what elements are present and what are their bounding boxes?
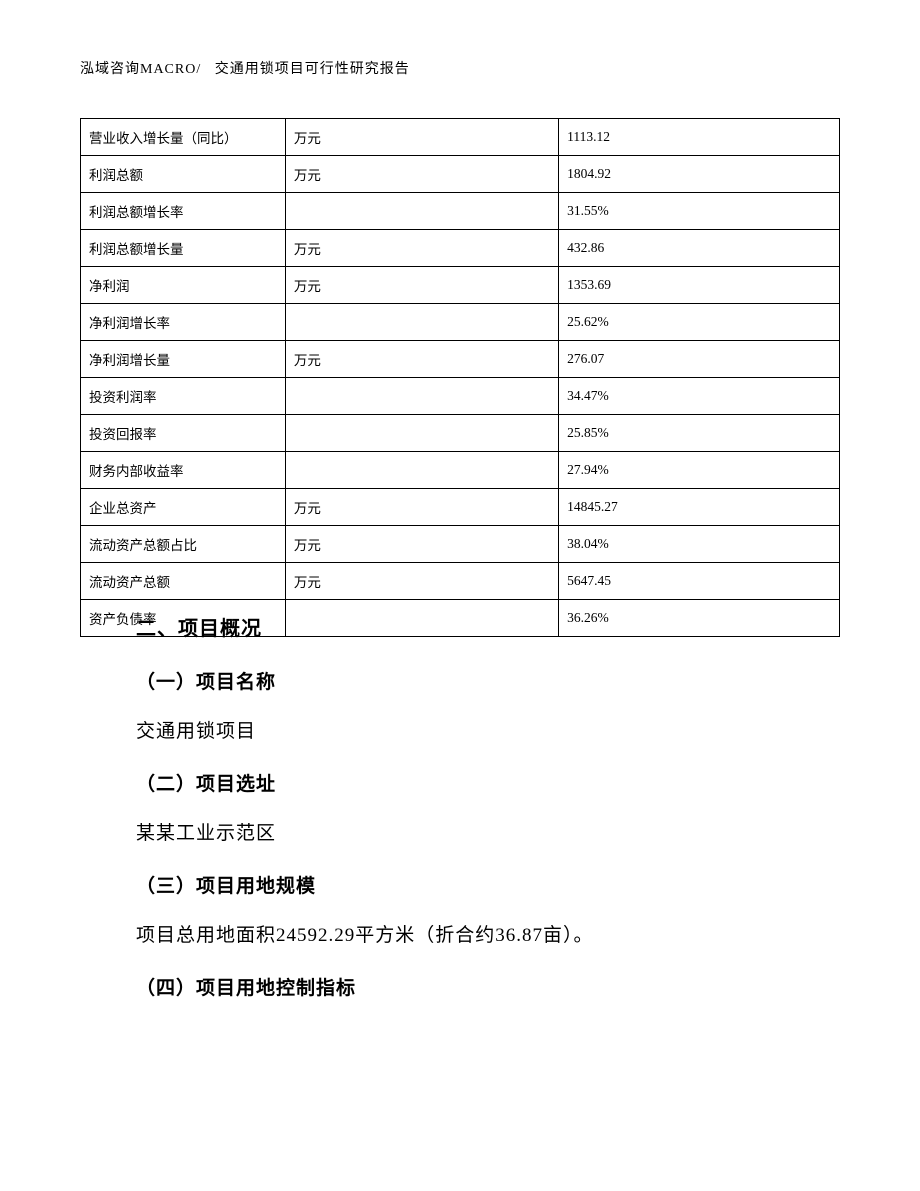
section-2-heading: 二、项目概况 (136, 612, 816, 641)
header-right: 交通用锁项目可行性研究报告 (215, 62, 410, 77)
metric-unit: 万元 (285, 156, 558, 193)
metric-label: 营业收入增长量（同比） (81, 119, 286, 156)
table-row: 利润总额增长量万元432.86 (81, 230, 840, 267)
metric-value: 432.86 (559, 230, 840, 267)
metric-value: 25.62% (559, 304, 840, 341)
subsection-2-heading: （二）项目选址 (136, 769, 816, 796)
table-row: 投资利润率 34.47% (81, 378, 840, 415)
metric-label: 净利润增长量 (81, 341, 286, 378)
table-row: 净利润增长率 25.62% (81, 304, 840, 341)
metric-label: 企业总资产 (81, 489, 286, 526)
metric-value: 27.94% (559, 452, 840, 489)
financial-table: 营业收入增长量（同比）万元1113.12利润总额万元1804.92利润总额增长率… (80, 118, 840, 637)
table-row: 净利润增长量万元276.07 (81, 341, 840, 378)
metric-value: 276.07 (559, 341, 840, 378)
table-row: 利润总额增长率 31.55% (81, 193, 840, 230)
metric-label: 利润总额增长率 (81, 193, 286, 230)
metric-unit (285, 304, 558, 341)
table-row: 净利润万元1353.69 (81, 267, 840, 304)
header-left: 泓域咨询MACRO/ (80, 62, 201, 77)
metric-label: 利润总额 (81, 156, 286, 193)
subsection-3-heading: （三）项目用地规模 (136, 871, 816, 898)
metric-label: 财务内部收益率 (81, 452, 286, 489)
metric-value: 38.04% (559, 526, 840, 563)
table-row: 利润总额万元1804.92 (81, 156, 840, 193)
metric-label: 投资回报率 (81, 415, 286, 452)
metric-label: 流动资产总额占比 (81, 526, 286, 563)
metric-unit: 万元 (285, 230, 558, 267)
table-row: 营业收入增长量（同比）万元1113.12 (81, 119, 840, 156)
metric-value: 1804.92 (559, 156, 840, 193)
page-header: 泓域咨询MACRO/ 交通用锁项目可行性研究报告 (80, 58, 410, 78)
metric-unit (285, 378, 558, 415)
metric-unit: 万元 (285, 563, 558, 600)
table-row: 财务内部收益率 27.94% (81, 452, 840, 489)
metric-unit: 万元 (285, 267, 558, 304)
metric-value: 1113.12 (559, 119, 840, 156)
table-row: 流动资产总额占比万元38.04% (81, 526, 840, 563)
table-row: 投资回报率 25.85% (81, 415, 840, 452)
subsection-4-heading: （四）项目用地控制指标 (136, 973, 816, 1000)
subsection-1-heading: （一）项目名称 (136, 667, 816, 694)
table-row: 企业总资产万元14845.27 (81, 489, 840, 526)
metric-value: 14845.27 (559, 489, 840, 526)
metric-unit (285, 415, 558, 452)
metric-unit: 万元 (285, 119, 558, 156)
metric-unit: 万元 (285, 526, 558, 563)
metric-label: 净利润增长率 (81, 304, 286, 341)
metric-label: 净利润 (81, 267, 286, 304)
metric-value: 25.85% (559, 415, 840, 452)
metric-value: 34.47% (559, 378, 840, 415)
metric-unit (285, 193, 558, 230)
metric-value: 1353.69 (559, 267, 840, 304)
metric-unit (285, 452, 558, 489)
metric-value: 5647.45 (559, 563, 840, 600)
subsection-1-body: 交通用锁项目 (136, 716, 816, 743)
table-row: 流动资产总额万元5647.45 (81, 563, 840, 600)
subsection-2-body: 某某工业示范区 (136, 818, 816, 845)
metric-value: 31.55% (559, 193, 840, 230)
metric-label: 投资利润率 (81, 378, 286, 415)
content-body: 二、项目概况 （一）项目名称 交通用锁项目 （二）项目选址 某某工业示范区 （三… (136, 612, 816, 1022)
metric-unit: 万元 (285, 341, 558, 378)
metric-label: 流动资产总额 (81, 563, 286, 600)
metric-unit: 万元 (285, 489, 558, 526)
metric-label: 利润总额增长量 (81, 230, 286, 267)
subsection-3-body: 项目总用地面积24592.29平方米（折合约36.87亩）。 (136, 920, 816, 947)
